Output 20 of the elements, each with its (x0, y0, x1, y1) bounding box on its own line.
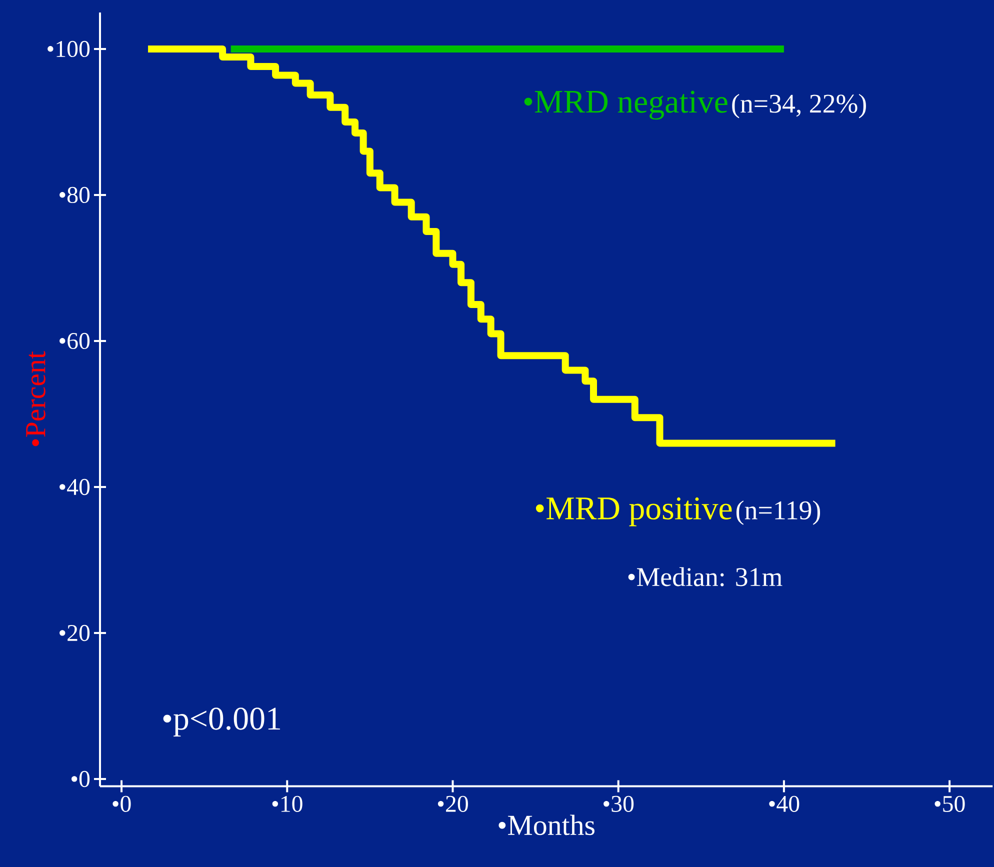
x-axis-title: •Months (498, 814, 594, 836)
y-tick-label: •0 (71, 770, 90, 788)
x-tick-label: •40 (769, 796, 800, 812)
x-tick-label: •0 (112, 796, 131, 812)
annotation: (n=34, 22%) (732, 94, 866, 118)
x-tick-label: •20 (438, 796, 468, 812)
y-axis-title: •Percent (26, 351, 46, 446)
y-tick-label: •40 (60, 478, 90, 496)
annotation: (n=119) (736, 500, 820, 525)
y-tick-label: •20 (60, 624, 90, 642)
x-tick-label: •30 (604, 796, 634, 812)
series-label: •MRD negative (524, 90, 728, 120)
y-tick-label: •100 (48, 40, 90, 58)
annotation: •p<0.001 (163, 708, 280, 736)
x-tick-label: •10 (272, 796, 302, 812)
series-label: •MRD positive (536, 497, 732, 526)
annotation: •Median: 31m (628, 567, 782, 586)
y-tick-label: •60 (60, 332, 90, 350)
y-tick-label: •80 (60, 186, 90, 204)
x-tick-label: •50 (934, 796, 965, 812)
